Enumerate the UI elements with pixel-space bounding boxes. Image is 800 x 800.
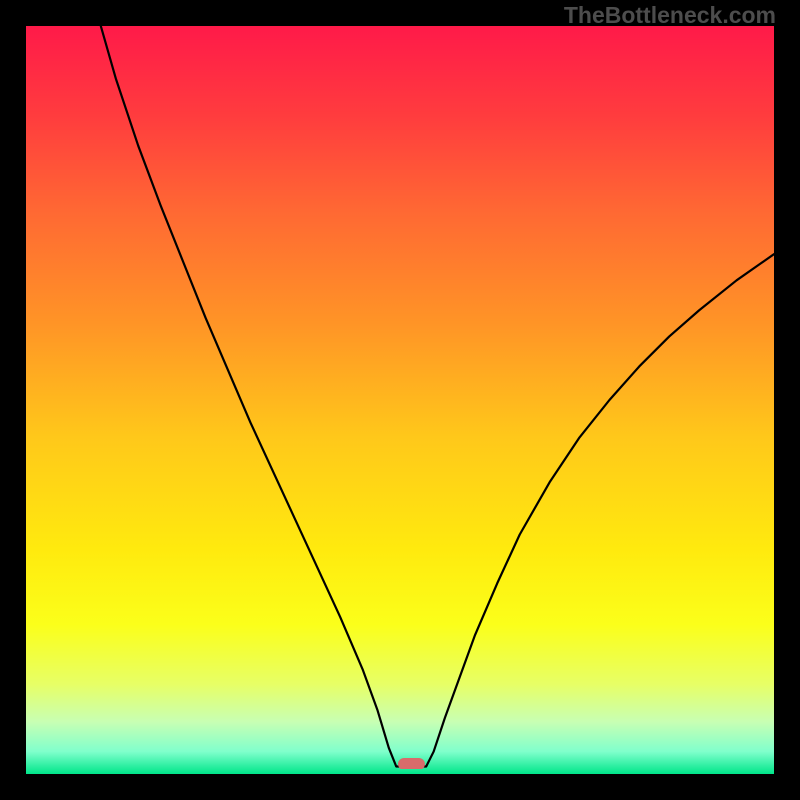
plot-area <box>26 26 774 774</box>
gradient-background <box>26 26 774 774</box>
marker-pill <box>398 758 425 770</box>
watermark-text: TheBottleneck.com <box>564 2 776 29</box>
target-marker <box>398 758 425 770</box>
chart-container: TheBottleneck.com <box>0 0 800 800</box>
